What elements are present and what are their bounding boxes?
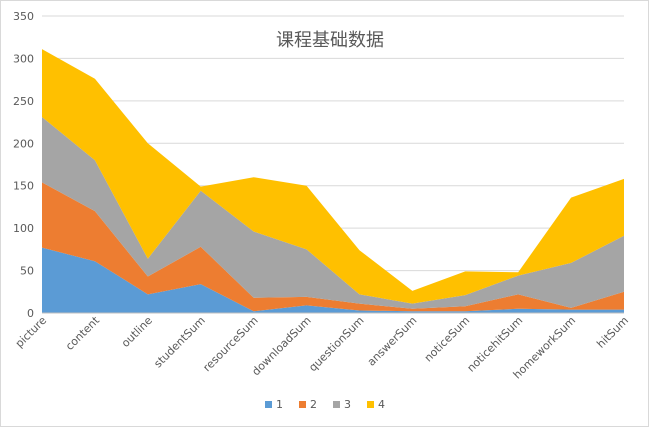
x-tick-label: outline xyxy=(119,314,155,350)
legend-swatch xyxy=(333,401,340,408)
x-tick-label: studentSum xyxy=(151,314,207,370)
x-tick-label: resourceSum xyxy=(200,314,260,374)
legend-item-2: 2 xyxy=(299,398,317,411)
y-tick-label: 350 xyxy=(13,10,34,23)
y-axis-ticks: 0 50 100 150 200 250 300 350 xyxy=(13,10,34,320)
plot-area xyxy=(42,49,624,313)
area-series-1 xyxy=(42,247,624,313)
y-tick-label: 0 xyxy=(27,307,34,320)
legend-swatch xyxy=(299,401,306,408)
y-tick-label: 200 xyxy=(13,137,34,150)
chart-title: 课程基础数据 xyxy=(276,30,384,51)
x-tick-label: noticeSum xyxy=(422,314,473,365)
legend-label: 2 xyxy=(310,398,317,411)
x-axis-ticks: picture content outlinestudentSumresourceS… xyxy=(13,313,631,381)
y-tick-label: 50 xyxy=(20,265,34,278)
x-tick-label: content xyxy=(63,313,102,352)
legend-swatch xyxy=(367,401,374,408)
x-tick-label: questionSum xyxy=(306,314,366,374)
legend: 1 2 3 4 xyxy=(265,398,385,411)
x-tick-label: answerSum xyxy=(365,314,420,369)
legend-item-3: 3 xyxy=(333,398,351,411)
legend-swatch xyxy=(265,401,272,408)
y-tick-label: 300 xyxy=(13,52,34,65)
legend-item-4: 4 xyxy=(367,398,385,411)
y-tick-label: 150 xyxy=(13,180,34,193)
area-series-2 xyxy=(42,182,624,312)
legend-label: 1 xyxy=(276,398,283,411)
legend-label: 4 xyxy=(378,398,385,411)
x-tick-label: hitSum xyxy=(594,314,631,351)
legend-label: 3 xyxy=(344,398,351,411)
legend-item-1: 1 xyxy=(265,398,283,411)
y-tick-label: 100 xyxy=(13,222,34,235)
area-series-4 xyxy=(42,49,624,304)
area-series-3 xyxy=(42,116,624,309)
y-tick-label: 250 xyxy=(13,95,34,108)
